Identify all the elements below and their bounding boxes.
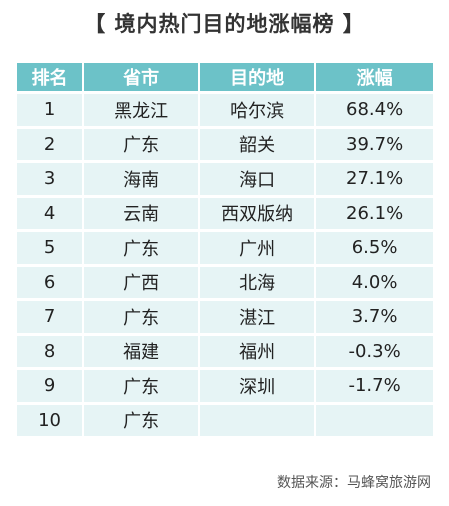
destination-cell: 湛江 (198, 301, 315, 333)
destination-cell: 福州 (198, 335, 315, 367)
province-cell: 海南 (82, 163, 199, 195)
province-cell: 广东 (82, 232, 199, 264)
data-source-note: 数据来源：马蜂窝旅游网 (277, 475, 431, 491)
province-cell: 广东 (82, 404, 199, 436)
table-row: 3 海南 海口 27.1% (17, 163, 433, 195)
increase-cell (314, 404, 433, 436)
rank-cell: 4 (17, 197, 83, 229)
increase-cell: 6.5% (314, 232, 433, 264)
increase-cell: -0.3% (314, 335, 433, 367)
table-row: 2 广东 韶关 39.7% (17, 128, 433, 160)
rank-cell: 1 (17, 94, 83, 126)
destination-cell: 西双版纳 (198, 197, 315, 229)
province-cell: 广东 (82, 128, 199, 160)
destination-cell: 韶关 (198, 128, 315, 160)
page-title: 【 境内热门目的地涨幅榜 】 (84, 12, 365, 36)
table-header-row: 排名 省市 目的地 涨幅 (17, 63, 433, 91)
province-cell: 黑龙江 (82, 94, 199, 126)
column-header-province: 省市 (82, 63, 199, 91)
table-row: 6 广西 北海 4.0% (17, 266, 433, 298)
table-row: 9 广东 深圳 -1.7% (17, 370, 433, 402)
rank-cell: 6 (17, 266, 83, 298)
increase-cell: 68.4% (314, 94, 433, 126)
rank-cell: 8 (17, 335, 83, 367)
column-header-increase: 涨幅 (314, 63, 433, 91)
increase-cell: 39.7% (314, 128, 433, 160)
table-row: 1 黑龙江 哈尔滨 68.4% (17, 94, 433, 126)
column-header-destination: 目的地 (198, 63, 315, 91)
destination-cell: 哈尔滨 (198, 94, 315, 126)
province-cell: 广东 (82, 301, 199, 333)
rank-cell: 10 (17, 404, 83, 436)
column-header-rank: 排名 (17, 63, 83, 91)
increase-cell: 27.1% (314, 163, 433, 195)
increase-cell: 26.1% (314, 197, 433, 229)
rank-cell: 5 (17, 232, 83, 264)
destination-cell: 深圳 (198, 370, 315, 402)
destination-cell: 海口 (198, 163, 315, 195)
province-cell: 广东 (82, 370, 199, 402)
increase-cell: -1.7% (314, 370, 433, 402)
destination-cell (198, 404, 315, 436)
increase-cell: 3.7% (314, 301, 433, 333)
rank-cell: 7 (17, 301, 83, 333)
increase-cell: 4.0% (314, 266, 433, 298)
destination-cell: 北海 (198, 266, 315, 298)
table-row: 5 广东 广州 6.5% (17, 232, 433, 264)
rank-cell: 2 (17, 128, 83, 160)
rank-cell: 3 (17, 163, 83, 195)
province-cell: 广西 (82, 266, 199, 298)
ranking-table: 排名 省市 目的地 涨幅 1 黑龙江 哈尔滨 68.4% 2 广东 韶关 39.… (17, 60, 433, 439)
table-row: 4 云南 西双版纳 26.1% (17, 197, 433, 229)
province-cell: 福建 (82, 335, 199, 367)
table-row: 10 广东 (17, 404, 433, 436)
table-row: 7 广东 湛江 3.7% (17, 301, 433, 333)
table-row: 8 福建 福州 -0.3% (17, 335, 433, 367)
rank-cell: 9 (17, 370, 83, 402)
province-cell: 云南 (82, 197, 199, 229)
destination-cell: 广州 (198, 232, 315, 264)
